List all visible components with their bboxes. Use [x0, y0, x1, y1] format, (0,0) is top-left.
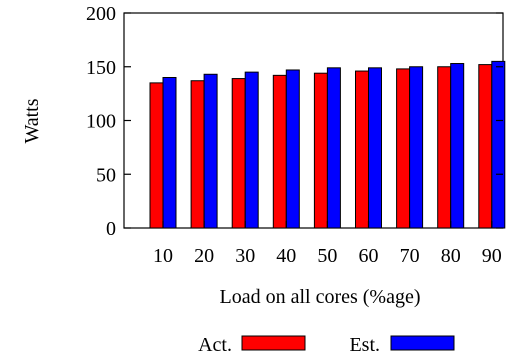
- x-tick-label: 80: [441, 245, 461, 267]
- bar-act-90: [478, 64, 493, 229]
- bar-act-30: [231, 78, 246, 229]
- bar-est-10: [162, 77, 177, 229]
- bar-est-50: [326, 67, 341, 229]
- y-tick-label: 100: [86, 111, 116, 133]
- bar-est-40: [285, 69, 300, 229]
- bar-act-70: [396, 68, 411, 229]
- legend-label-est: Est.: [349, 334, 380, 356]
- y-tick-label: 200: [86, 3, 116, 25]
- y-tick-label: 0: [106, 218, 116, 240]
- bar-act-10: [149, 82, 164, 229]
- y-axis-label: Watts: [21, 98, 43, 143]
- x-tick-label: 70: [400, 245, 420, 267]
- y-axis: 0 50 100 150 200: [86, 3, 503, 240]
- bar-est-80: [450, 63, 465, 229]
- bar-est-30: [244, 71, 259, 229]
- legend-swatch-est: [390, 335, 455, 351]
- x-axis-label: Load on all cores (%age): [219, 286, 420, 308]
- x-axis: 10 20 30 40 50 60 70 80 90: [153, 221, 502, 267]
- x-tick-label: 30: [235, 245, 255, 267]
- bar-act-50: [313, 72, 328, 229]
- legend: Act. Est.: [198, 334, 455, 356]
- bar-act-20: [190, 80, 205, 229]
- bar-act-40: [272, 74, 287, 229]
- bar-est-20: [203, 73, 218, 229]
- x-tick-label: 90: [482, 245, 502, 267]
- y-tick-label: 50: [96, 164, 116, 186]
- bar-act-60: [355, 70, 369, 229]
- legend-swatch-act: [241, 335, 306, 351]
- x-tick-label: 20: [194, 245, 214, 267]
- bar-est-60: [368, 67, 382, 229]
- y-tick-label: 150: [86, 57, 116, 79]
- bars-group: [149, 60, 506, 229]
- x-tick-label: 10: [153, 245, 173, 267]
- x-tick-label: 50: [317, 245, 337, 267]
- x-tick-label: 60: [359, 245, 379, 267]
- legend-label-act: Act.: [198, 334, 232, 356]
- bar-act-80: [437, 66, 452, 229]
- x-tick-label: 40: [276, 245, 296, 267]
- bar-est-90: [491, 60, 506, 229]
- bar-est-70: [409, 66, 424, 229]
